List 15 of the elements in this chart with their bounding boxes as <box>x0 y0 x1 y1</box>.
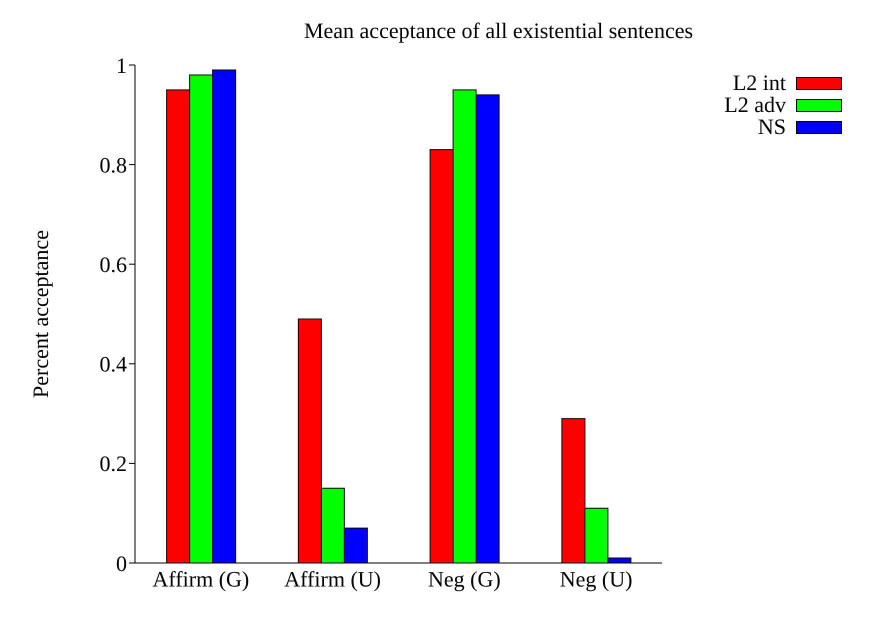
y-tick-label: 0.6 <box>100 252 127 278</box>
y-tick-label: 1 <box>116 52 127 78</box>
y-tick-label: 0.4 <box>100 352 127 377</box>
x-tick-label: Affirm (U) <box>284 566 381 592</box>
y-axis-title: Percent acceptance <box>28 230 53 398</box>
chart-title: Mean acceptance of all existential sentences <box>304 18 694 43</box>
legend-label: L2 int <box>732 70 786 95</box>
legend-label: NS <box>758 114 786 139</box>
y-tick-label: 0 <box>116 550 127 576</box>
legend-label: L2 adv <box>724 92 786 117</box>
x-tick-label: Affirm (G) <box>152 566 250 592</box>
y-tick-label: 0.2 <box>100 451 127 476</box>
x-tick-label: Neg (G) <box>428 566 501 592</box>
x-tick-label: Neg (U) <box>560 566 632 592</box>
y-tick-label: 0.8 <box>100 152 127 178</box>
